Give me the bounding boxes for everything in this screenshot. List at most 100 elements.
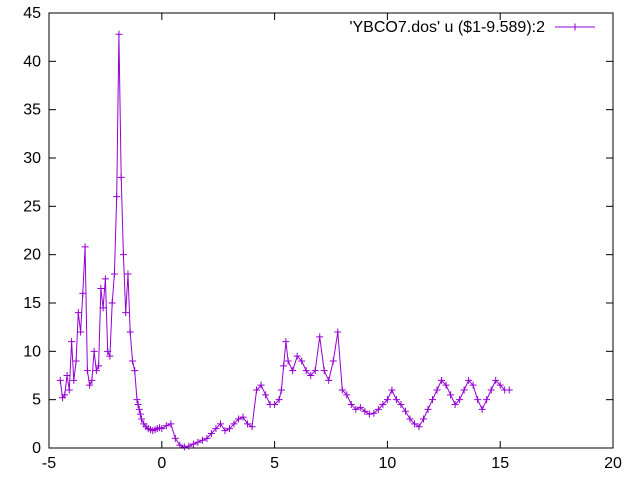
data-point [83,367,91,375]
data-point [320,367,328,375]
data-point [397,401,405,408]
data-point [122,309,130,317]
data-point [63,372,71,379]
data-point [433,386,441,394]
x-tick-label: 15 [491,455,509,472]
y-tick-label: 25 [23,198,41,215]
x-tick-label: -5 [42,455,56,472]
data-point [293,352,301,360]
data-point [176,441,184,449]
data-point [478,405,486,413]
data-point [271,401,279,408]
data-point [343,391,351,399]
data-point [388,386,396,394]
y-tick-label: 0 [32,440,41,457]
data-point [429,396,437,404]
data-point [171,434,179,442]
data-point [447,391,455,399]
data-point [483,396,491,404]
data-point [88,376,96,384]
data-point [101,275,109,283]
data-point [124,270,132,278]
series-group [56,30,513,451]
data-point [77,328,85,336]
data-point [352,405,360,413]
data-point [487,386,495,394]
y-tick-label: 5 [32,392,41,409]
data-point [158,425,166,433]
data-point [505,386,513,394]
data-point [370,409,378,417]
legend-marker [571,23,579,31]
x-tick-label: 10 [379,455,397,472]
data-point [442,381,450,389]
data-point [68,338,76,346]
data-point [95,362,103,370]
data-point [180,443,188,451]
data-point [329,357,337,365]
data-point [203,434,211,442]
x-tick-label: 5 [270,455,279,472]
data-point [334,328,342,336]
data-point [74,309,82,317]
data-point [97,285,105,292]
data-point [419,415,427,423]
y-tick-label: 15 [23,295,41,312]
legend-label: 'YBCO7.dos' u ($1-9.589):2 [349,19,545,36]
data-point [289,367,297,375]
data-point [90,347,98,355]
data-point [347,401,355,408]
data-point [81,243,89,251]
data-point [277,386,285,394]
x-tick-label: 20 [604,455,622,472]
y-tick-label: 45 [23,5,41,22]
data-point [275,396,283,404]
data-point [356,403,364,411]
data-point [216,420,224,428]
data-point [113,193,121,201]
data-point [104,347,112,355]
data-point [119,251,127,259]
data-point [230,420,238,428]
data-point [374,405,382,413]
data-point [72,357,80,365]
data-point [248,423,256,431]
data-point [415,423,423,431]
data-point [56,376,64,384]
data-point [99,304,107,312]
data-point [438,376,446,384]
data-point [131,367,139,375]
data-point [379,401,387,408]
data-point [361,407,369,415]
data-point [86,381,94,389]
x-tick-label: 0 [157,455,166,472]
data-point [406,415,414,423]
data-point [70,376,78,384]
data-point [253,386,261,394]
data-point [298,357,306,365]
y-tick-label: 40 [23,53,41,70]
data-point [117,173,125,181]
data-point [465,376,473,384]
data-point [460,386,468,394]
data-point [307,372,315,379]
data-point [221,427,229,435]
data-point [456,396,464,404]
data-point [244,420,252,428]
data-point [282,338,290,346]
data-point [134,401,142,408]
y-tick-label: 30 [23,150,41,167]
data-point [338,386,346,394]
data-point [137,415,145,423]
data-point [410,420,418,428]
data-point [383,396,391,404]
data-point [198,436,206,444]
data-point [185,442,193,450]
data-point [325,376,333,384]
data-point [424,405,432,413]
plot-border [48,12,614,449]
data-point [135,405,143,413]
data-point [474,396,482,404]
